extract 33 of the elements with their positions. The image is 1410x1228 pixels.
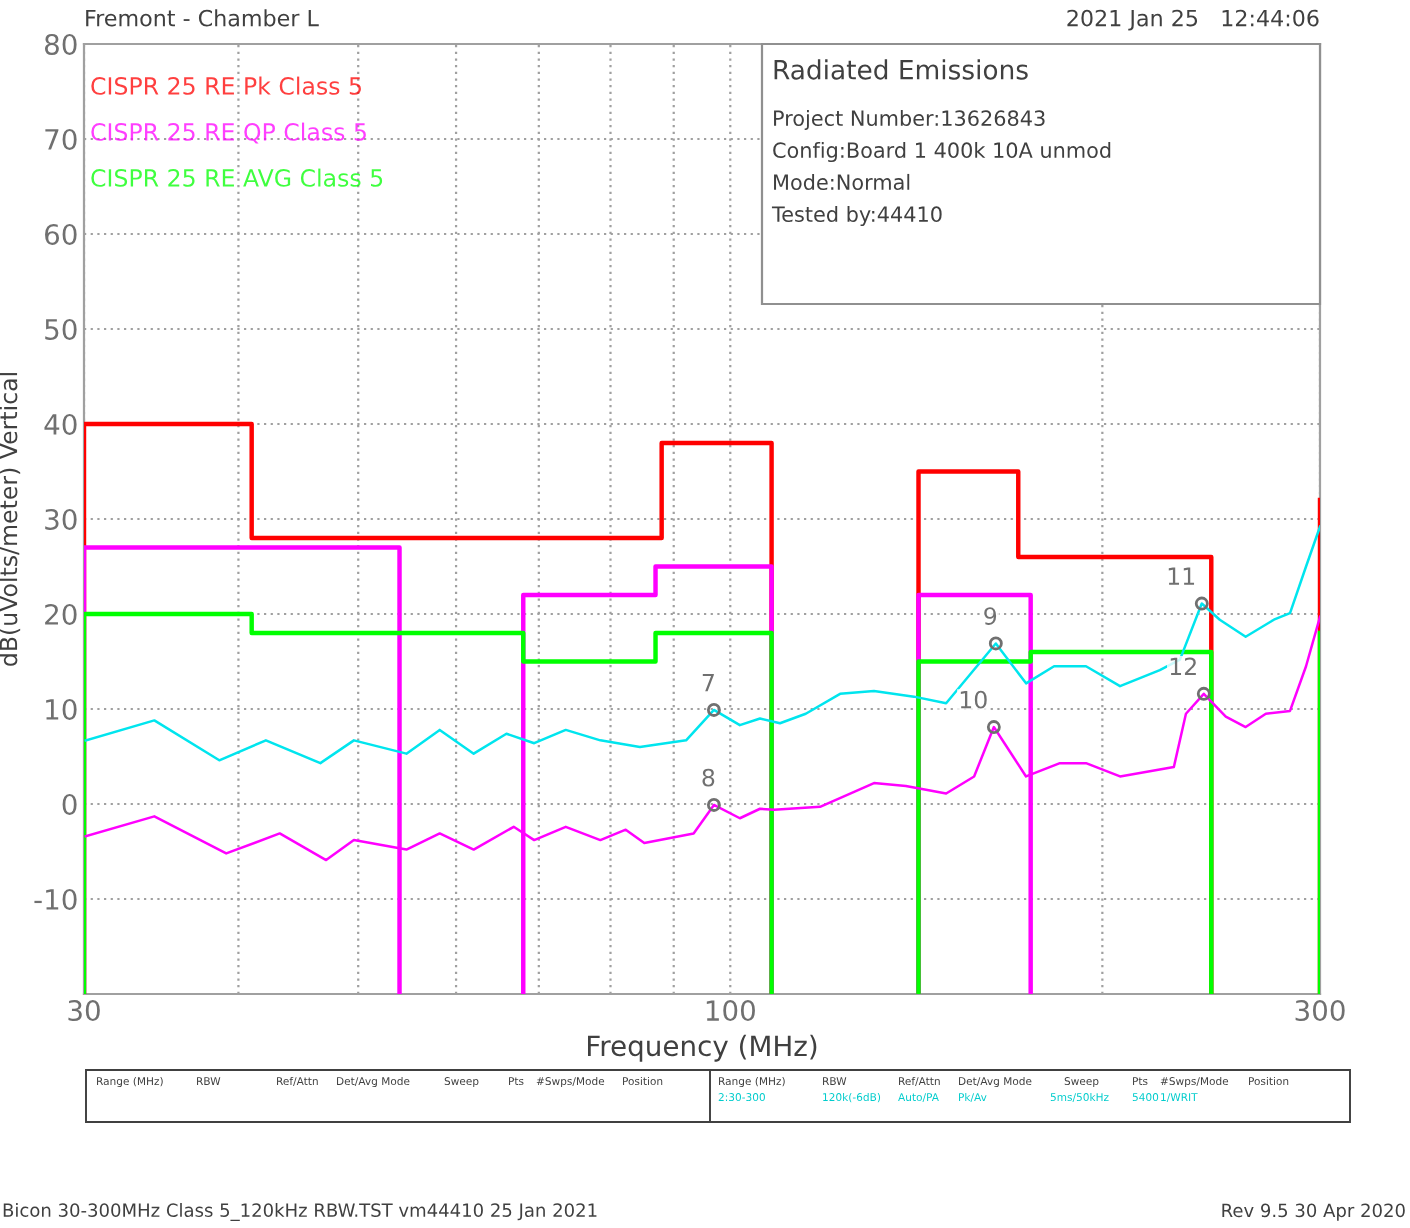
y-tick-label: 10 <box>46 698 77 720</box>
y-tick-label: -10 <box>34 888 77 910</box>
x-axis-title: Frequency (MHz) <box>588 1034 817 1062</box>
annotation: 11 <box>1168 567 1195 585</box>
y-tick-label: 20 <box>45 603 77 625</box>
annotation: 7 <box>702 673 714 692</box>
text: CISPR 25 RE Pk Class 5 <box>91 76 361 95</box>
text: Bicon 30-300MHz Class 5_120kHz RBW.TST vm44410 25 Jan 2021 <box>3 1203 597 1221</box>
annotation: 12 <box>1170 657 1196 675</box>
annotation: Tested by:44410 <box>771 205 942 227</box>
y-tick-label: 70 <box>45 128 77 150</box>
y-tick-label: 30 <box>45 508 77 530</box>
text: Fremont - Chamber L <box>86 9 319 27</box>
y-tick-label: 50 <box>45 318 77 340</box>
x-tick-label: 100 <box>706 1000 755 1022</box>
text: CISPR 25 RE AVG Class 5 <box>91 168 383 187</box>
y-tick-label: 60 <box>45 223 77 245</box>
annotation: Project Number:13626843 <box>774 109 1045 131</box>
text: 2021 Jan 25 12:44:06 <box>1067 9 1319 31</box>
chart-title: Radiated Emissions <box>774 59 1028 80</box>
annotation: Mode:Normal <box>774 173 910 191</box>
x-tick-label: 300 <box>1295 1000 1345 1022</box>
x-tick-label: 30 <box>68 1000 100 1022</box>
annotation: 8 <box>702 768 715 787</box>
y-tick-label: 0 <box>62 793 77 815</box>
y-tick-label: 80 <box>44 33 77 55</box>
y-tick-label: 40 <box>44 413 77 435</box>
annotation: Config:Board 1 400k 10A unmod <box>773 141 1111 163</box>
text: Rev 9.5 30 Apr 2020 <box>1222 1203 1405 1221</box>
y-axis-title: dB(uVolts/meter) Vertical <box>0 373 21 666</box>
text: CISPR 25 RE QP Class 5 <box>91 122 366 144</box>
annotation: 9 <box>984 607 997 625</box>
annotation: 10 <box>960 690 987 709</box>
